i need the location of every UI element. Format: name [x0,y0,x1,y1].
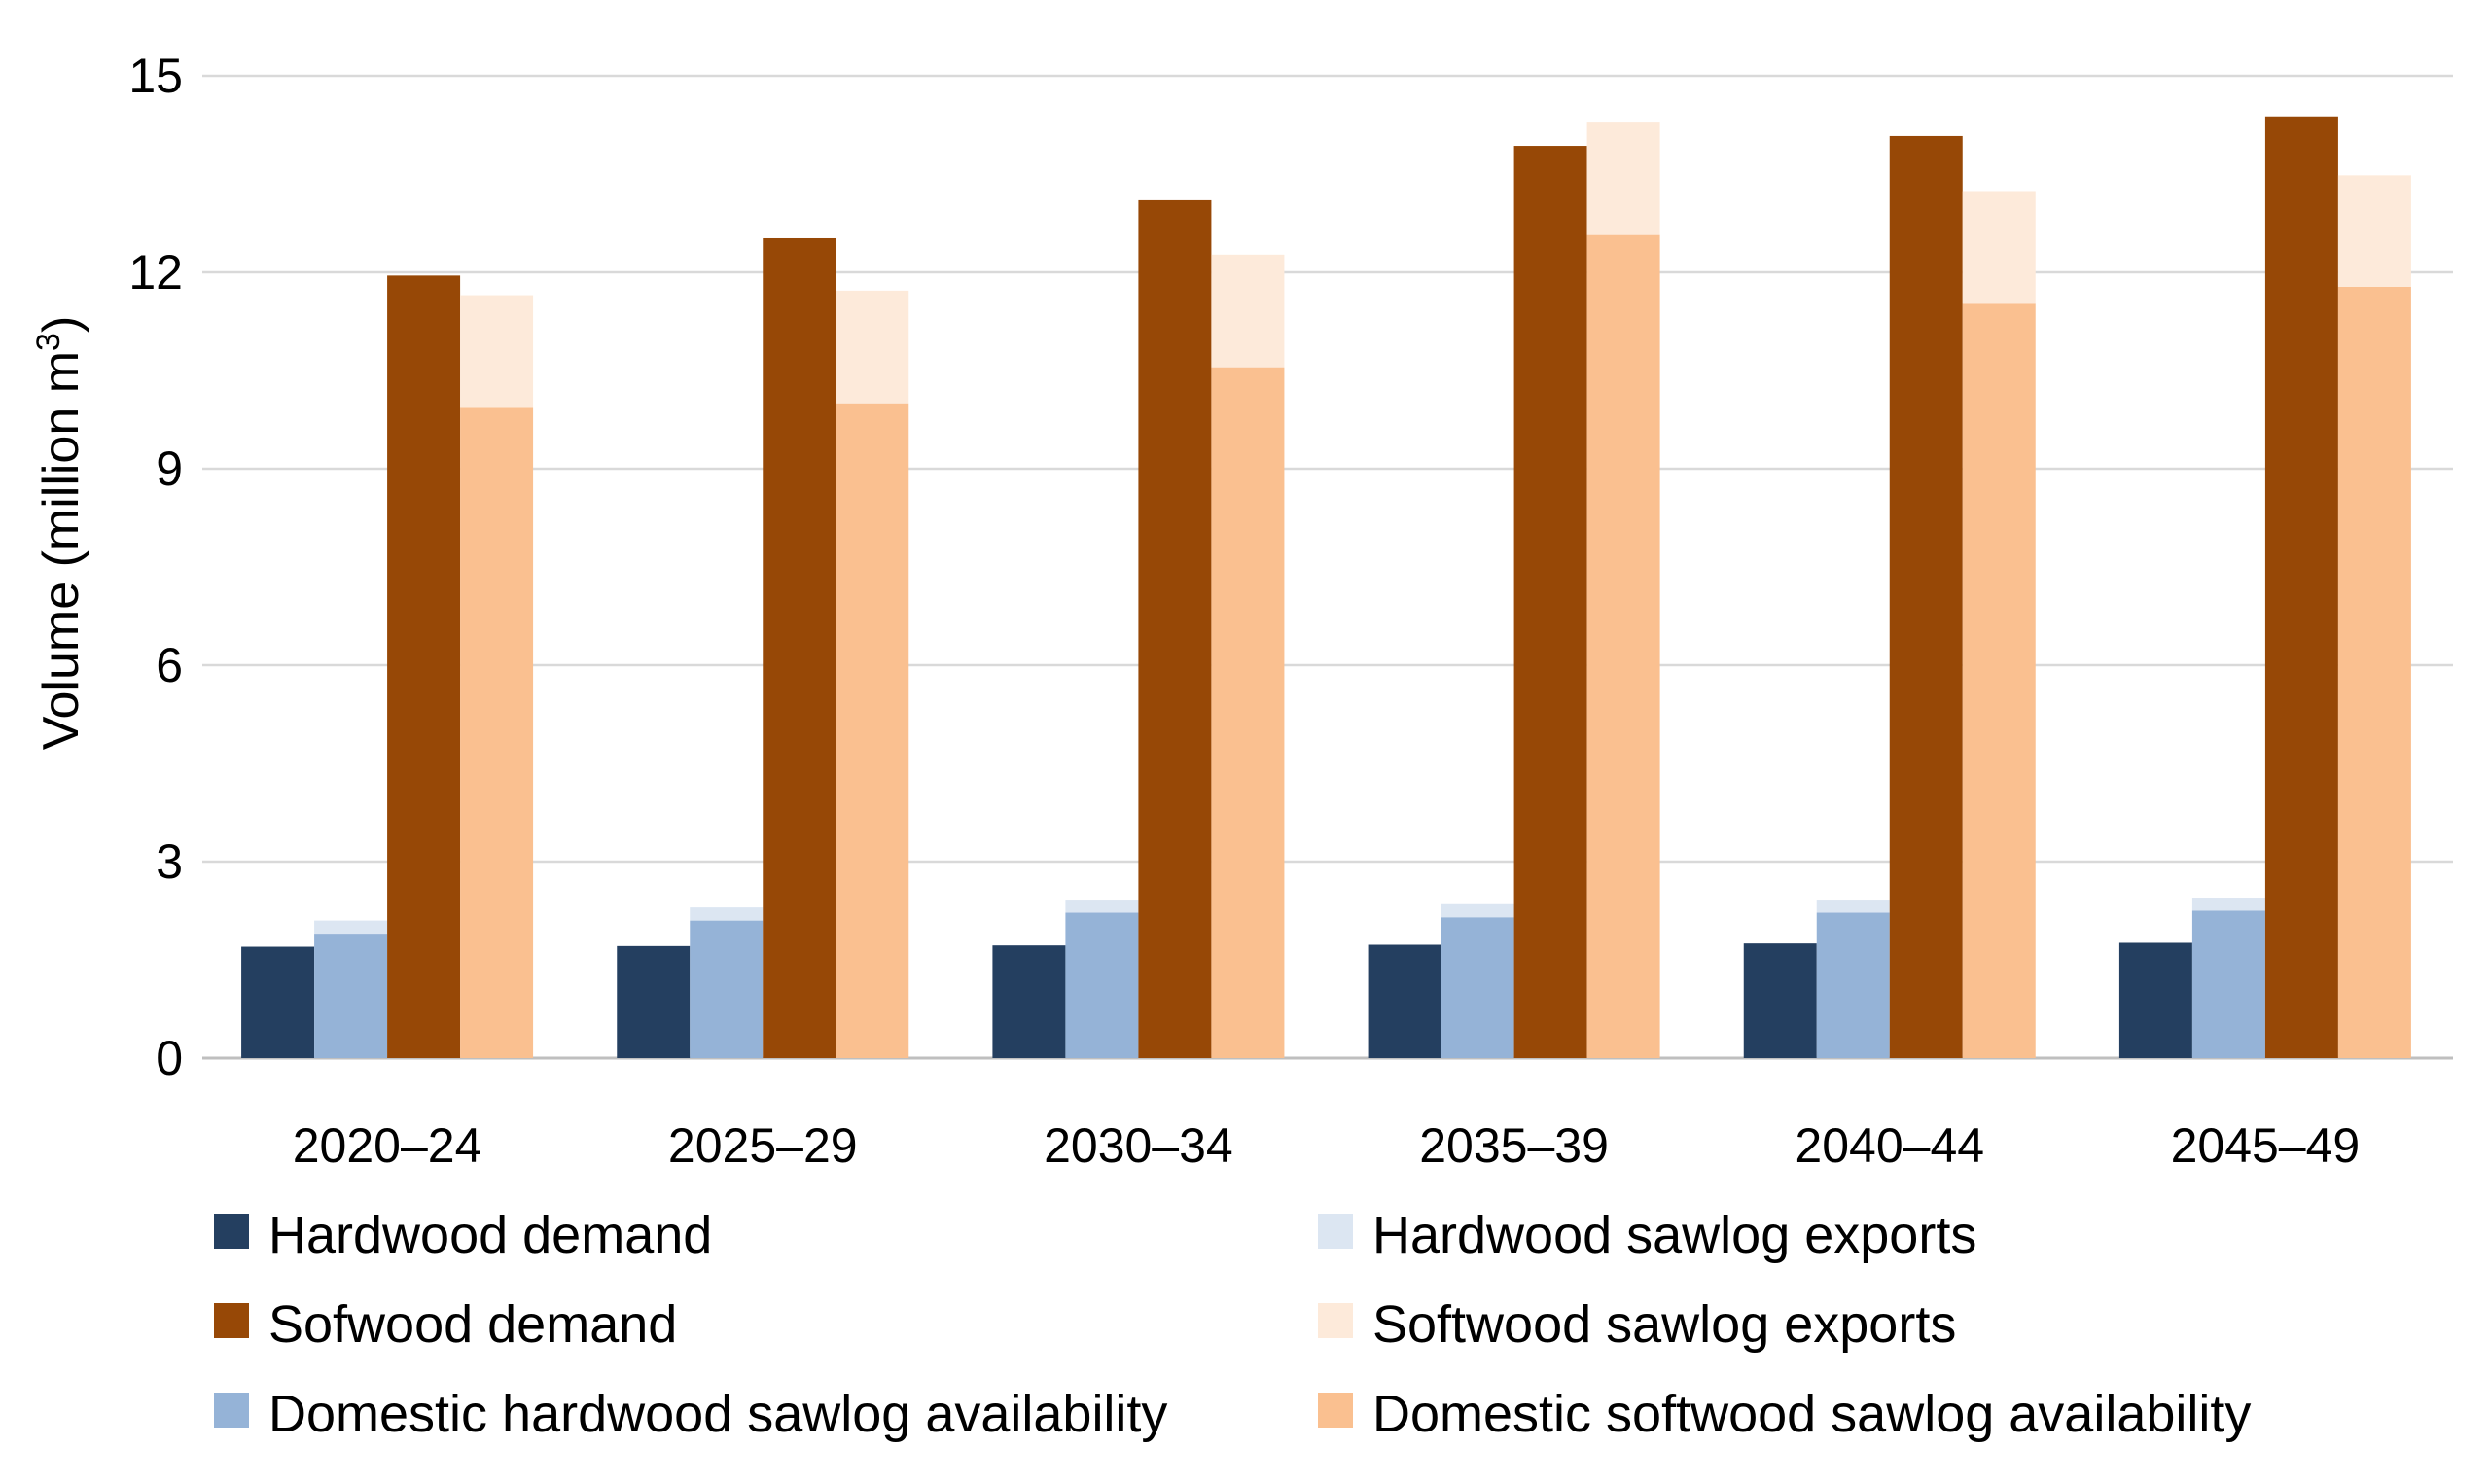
bar-sofwood-demand [1513,146,1587,1059]
x-tick-label: 2035–39 [1419,1118,1609,1173]
legend-label: Softwood sawlog exports [1372,1295,1956,1354]
bar-hardwood-demand [992,945,1066,1058]
bar-sofwood-demand [763,237,836,1058]
y-axis-label: Volume (million m3) [30,316,89,751]
legend-swatch [1318,1214,1353,1249]
legend-item-softwood-sawlog-exports: Softwood sawlog exports [1318,1295,1956,1354]
bar-hardwood-sawlog-exports [1065,900,1139,913]
bar-hardwood-demand [2118,942,2192,1058]
bar-hardwood-demand [617,945,691,1058]
bar-softwood-sawlog-exports [1211,254,1285,368]
y-axis-ticks: 0 3 6 9 12 15 [128,49,183,1085]
x-tick-label: 2025–29 [668,1118,858,1173]
bar-domestic-hardwood-sawlog-availability [1816,912,1890,1058]
legend-label: Sofwood demand [268,1295,677,1354]
bar-domestic-hardwood-sawlog-availability [2191,910,2265,1058]
bar-domestic-hardwood-sawlog-availability [690,920,764,1058]
bar-softwood-sawlog-exports [1962,191,2036,304]
y-tick-label: 15 [128,49,183,103]
legend-label: Hardwood demand [268,1206,712,1264]
legend-item-domestic-hardwood-sawlog-availability: Domestic hardwood sawlog availability [214,1385,1167,1443]
y-tick-label: 9 [156,442,183,496]
bar-hardwood-sawlog-exports [1441,903,1514,918]
y-tick-label: 0 [156,1031,183,1085]
y-tick-label: 6 [156,638,183,692]
bar-sofwood-demand [2264,116,2338,1059]
legend-item-hardwood-demand: Hardwood demand [214,1206,712,1264]
x-tick-label: 2030–34 [1044,1118,1233,1173]
x-tick-label: 2045–49 [2171,1118,2361,1173]
bar-domestic-hardwood-sawlog-availability [1065,912,1139,1058]
x-tick-label: 2040–44 [1795,1118,1984,1173]
legend-item-hardwood-sawlog-exports: Hardwood sawlog exports [1318,1206,1976,1264]
bar-softwood-sawlog-exports [1586,122,1660,235]
gridlines [202,74,2453,1060]
legend-swatch [1318,1393,1353,1428]
bars [241,116,2411,1059]
legend-swatch [214,1393,249,1428]
x-axis-ticks: 2020–24 2025–29 2030–34 2035–39 2040–44 2045–… [293,1118,2360,1173]
bar-domestic-softwood-sawlog-availability [1586,234,1660,1058]
legend: Hardwood demand Sofwood demand Domestic ha… [214,1206,2251,1443]
legend-label: Domestic hardwood sawlog availability [268,1385,1167,1443]
bar-sofwood-demand [1889,135,1963,1059]
bar-domestic-softwood-sawlog-availability [1211,367,1285,1059]
bar-domestic-hardwood-sawlog-availability [314,934,388,1058]
bar-domestic-softwood-sawlog-availability [2337,286,2411,1058]
legend-swatch [214,1303,249,1338]
bar-hardwood-demand [241,946,315,1058]
bar-hardwood-demand [1368,944,1441,1058]
legend-label: Domestic softwood sawlog availability [1372,1385,2251,1443]
bar-domestic-softwood-sawlog-availability [460,407,534,1058]
bar-softwood-sawlog-exports [2337,175,2411,287]
bar-hardwood-sawlog-exports [314,920,388,935]
bar-softwood-sawlog-exports [460,295,534,408]
bar-sofwood-demand [1138,199,1212,1058]
bar-hardwood-sawlog-exports [690,907,764,921]
bar-hardwood-demand [1743,943,1817,1058]
legend-item-domestic-softwood-sawlog-availability: Domestic softwood sawlog availability [1318,1385,2251,1443]
bar-sofwood-demand [387,275,461,1058]
y-tick-label: 3 [156,834,183,889]
legend-swatch [1318,1303,1353,1338]
bar-domestic-softwood-sawlog-availability [1962,303,2036,1058]
legend-item-sofwood-demand: Sofwood demand [214,1295,677,1354]
legend-label: Hardwood sawlog exports [1372,1206,1976,1264]
bar-softwood-sawlog-exports [836,290,909,404]
legend-swatch [214,1214,249,1249]
bar-domestic-hardwood-sawlog-availability [1441,917,1514,1058]
y-tick-label: 12 [128,245,183,300]
bar-hardwood-sawlog-exports [2191,898,2265,911]
bar-hardwood-sawlog-exports [1816,900,1890,913]
x-tick-label: 2020–24 [293,1118,482,1173]
bar-domestic-softwood-sawlog-availability [836,403,909,1059]
